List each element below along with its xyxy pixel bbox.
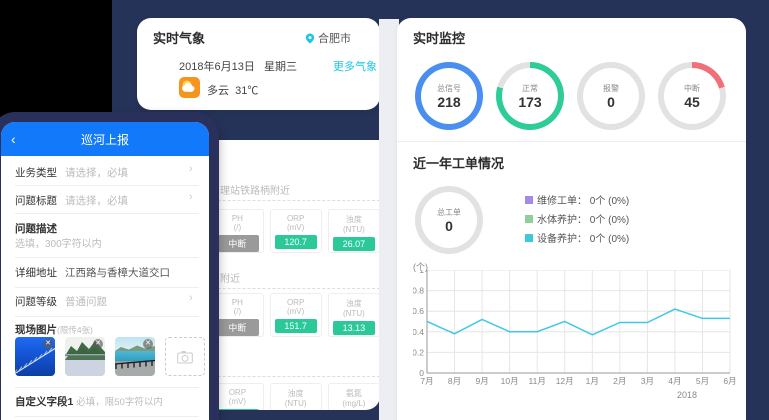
svg-text:10月: 10月 [501,376,519,386]
svg-text:6月: 6月 [723,376,736,386]
svg-text:9月: 9月 [475,376,488,386]
svg-text:3月: 3月 [641,376,654,386]
svg-text:2月: 2月 [613,376,626,386]
svg-text:4月: 4月 [668,376,681,386]
svg-text:5月: 5月 [696,376,709,386]
svg-text:7月: 7月 [420,376,433,386]
svg-text:0.8: 0.8 [413,286,424,296]
svg-text:12月: 12月 [556,376,574,386]
svg-text:8月: 8月 [448,376,461,386]
svg-text:0.6: 0.6 [413,306,424,316]
svg-text:1: 1 [419,270,424,275]
svg-text:0.4: 0.4 [413,327,424,337]
svg-text:1月: 1月 [586,376,599,386]
svg-text:11月: 11月 [529,376,546,386]
svg-text:0.2: 0.2 [413,347,424,357]
